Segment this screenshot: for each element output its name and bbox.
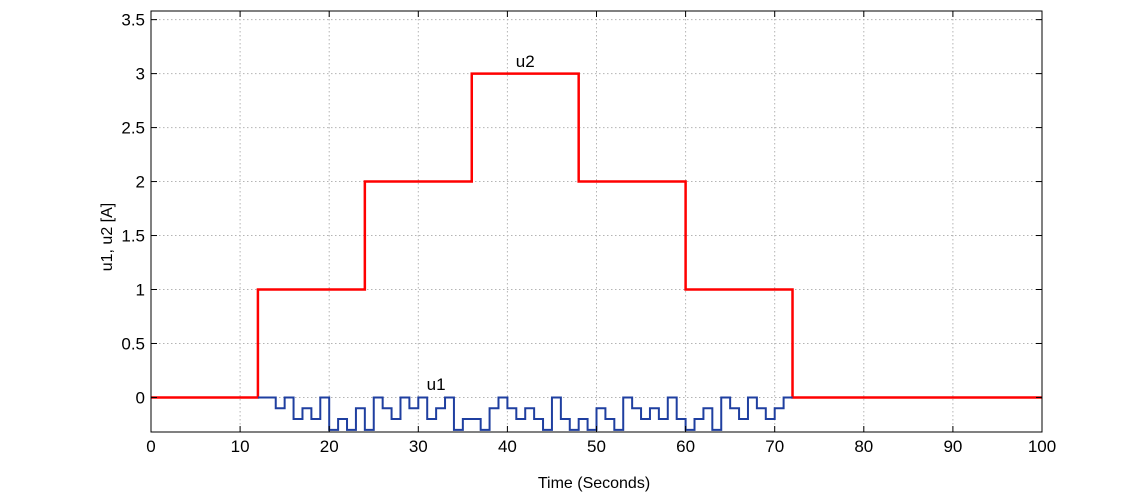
y-tick-label: 3.5 — [121, 11, 145, 30]
x-axis-label: Time (Seconds) — [538, 475, 650, 492]
series-annotation: u2 — [516, 52, 535, 71]
y-tick-label: 1.5 — [121, 227, 145, 246]
x-tick-label: 100 — [1028, 437, 1056, 456]
x-tick-label: 60 — [676, 437, 695, 456]
x-tick-label: 20 — [320, 437, 339, 456]
x-tick-label: 0 — [146, 437, 155, 456]
series-annotation: u1 — [427, 375, 446, 394]
y-tick-label: 0 — [136, 388, 145, 407]
plot-frame — [150, 10, 1043, 433]
y-tick-label: 3 — [136, 65, 145, 84]
grid-layer — [151, 11, 1042, 432]
y-axis-label: u1, u2 [A] — [99, 203, 116, 272]
annotation-layer: u2 u1 — [427, 52, 535, 394]
y-tick-label: 2.5 — [121, 119, 145, 138]
x-tick-label: 80 — [854, 437, 873, 456]
y-tick-label: 0.5 — [121, 334, 145, 353]
x-tick-label: 30 — [409, 437, 428, 456]
series-layer — [151, 72, 1042, 431]
y-tick-label: 1 — [136, 281, 145, 300]
x-tick-label: 50 — [587, 437, 606, 456]
x-tick-label: 90 — [943, 437, 962, 456]
x-tick-label: 40 — [498, 437, 517, 456]
series-line-u1 — [257, 396, 793, 431]
y-tick-label: 2 — [136, 173, 145, 192]
series-line-u2 — [151, 72, 1042, 399]
x-tick-label: 10 — [231, 437, 250, 456]
tick-layer: 0 10 20 30 40 50 60 70 80 90 100 0 0.5 1 1.5 2 2.5 3 3.5 — [121, 11, 1056, 456]
x-tick-label: 70 — [765, 437, 784, 456]
